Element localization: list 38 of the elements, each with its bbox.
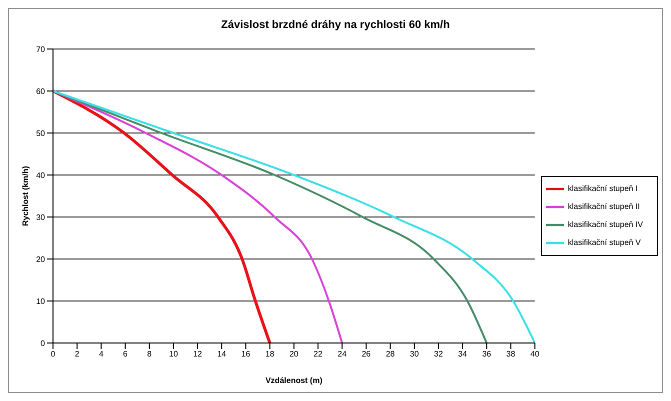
y-tick-label: 30 [36,212,46,222]
x-tick-label: 2 [74,350,80,359]
legend-label: klasifikační stupeň V [568,238,641,248]
x-tick-label: 18 [265,350,275,359]
x-axis-title: Vzdálenost (m) [265,376,323,385]
y-tick-label: 60 [36,86,46,96]
x-tick-label: 4 [98,350,104,359]
x-tick-label: 8 [147,350,152,359]
x-tick-label: 26 [362,350,372,359]
line-series [53,90,272,343]
y-axis-title: Rychlost (km/h) [20,166,30,226]
x-tick-label: 6 [123,350,128,359]
x-tick-label: 40 [530,350,540,359]
x-tick-label: 16 [241,350,251,359]
x-tick-label: 38 [506,350,516,359]
x-tick-label: 30 [410,350,420,359]
legend-label: klasifikační stupeň I [568,184,638,194]
y-tick-label: 70 [36,44,46,54]
chart-title: Závislost brzdné dráhy na rychlosti 60 km/h [220,18,451,33]
x-tick-label: 14 [217,350,227,359]
legend-label: klasifikační stupeň II [568,202,640,212]
x-tick-label: 24 [338,350,348,359]
y-tick-label: 40 [36,170,46,180]
legend-label: klasifikační stupeň IV [568,220,643,230]
x-tick-label: 32 [434,350,444,359]
line-series [53,90,344,343]
y-tick-label: 10 [36,296,46,306]
y-tick-label: 20 [36,254,46,264]
x-tick-label: 34 [458,350,468,359]
y-tick-label: 50 [36,128,46,138]
x-tick-label: 36 [482,350,492,359]
x-tick-label: 10 [169,350,178,359]
x-tick-label: 28 [386,350,396,359]
x-tick-label: 22 [314,350,324,359]
x-tick-label: 20 [289,350,299,359]
y-tick-label: 0 [40,338,46,348]
x-tick-label: 0 [50,350,56,359]
x-tick-label: 12 [193,350,203,359]
